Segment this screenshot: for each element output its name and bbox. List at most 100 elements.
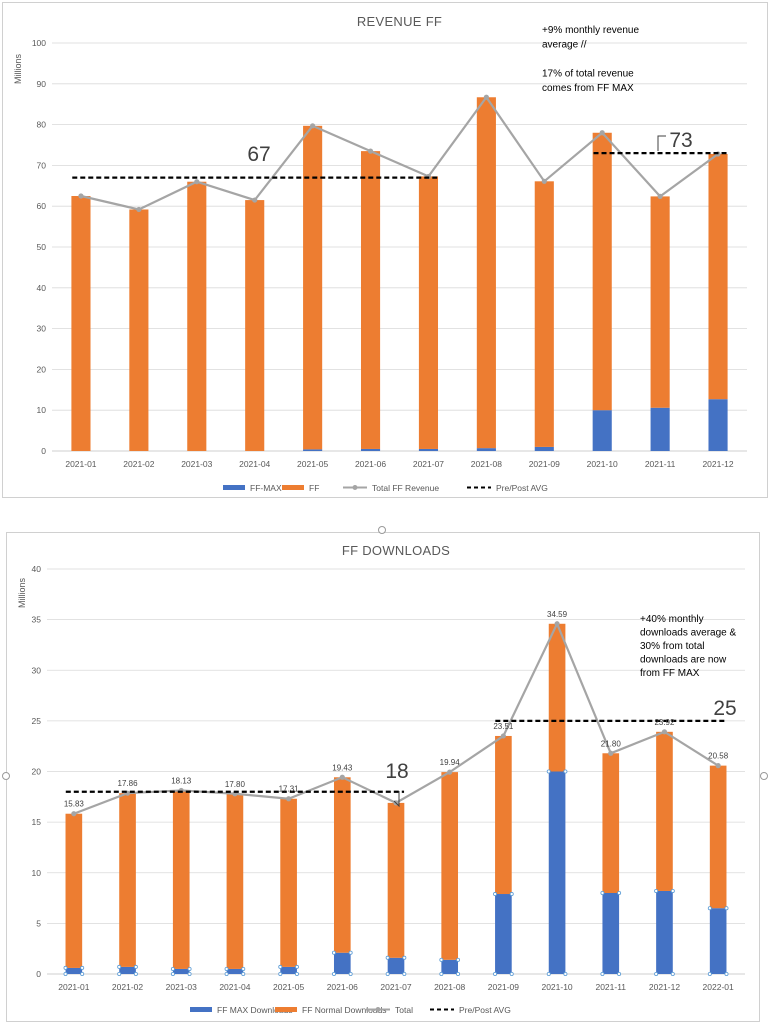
y-tick-label: 10 <box>37 405 47 415</box>
x-tick-label: 2021-08 <box>434 982 465 992</box>
total-point <box>500 733 506 739</box>
annotation-text: from FF MAX <box>640 668 700 679</box>
bar-ff-max-downloads <box>119 966 136 974</box>
data-label: 15.83 <box>64 800 85 809</box>
y-tick-label: 20 <box>37 364 47 374</box>
bar-marker <box>241 966 246 971</box>
annotation-text: +40% monthly <box>640 614 704 625</box>
panel-gap <box>0 498 769 530</box>
y-tick-label: 30 <box>37 324 47 334</box>
x-tick-label: 2021-10 <box>587 459 618 469</box>
selection-handle-top[interactable] <box>378 526 386 534</box>
x-tick-label: 2021-09 <box>488 982 519 992</box>
bar-ff-normal-downloads <box>441 772 459 960</box>
bar-ff-max <box>534 446 554 451</box>
total-point <box>194 179 200 185</box>
bar-marker <box>117 971 122 976</box>
bar-marker <box>331 971 336 976</box>
bar-marker <box>600 890 605 895</box>
total-point <box>447 769 453 775</box>
y-tick-label: 40 <box>32 564 42 574</box>
bar-ff-max <box>650 407 670 451</box>
legend-label: Total <box>395 1005 413 1015</box>
bar-ff <box>303 125 323 450</box>
downloads-chart-panel: FF DOWNLOADS Millions 0 5 10 15 20 25 30 35 40 2021… <box>6 532 760 1022</box>
bar-ff-normal-downloads <box>495 735 512 895</box>
annotation-text: comes from FF MAX <box>542 83 634 94</box>
bar-ff <box>708 153 728 400</box>
bar-marker <box>278 964 283 969</box>
total-point <box>715 763 721 769</box>
selection-handle-left[interactable] <box>2 772 10 780</box>
x-tick-label: 2021-10 <box>541 982 572 992</box>
x-tick-label: 2021-11 <box>645 459 676 469</box>
y-tick-label: 80 <box>37 120 47 130</box>
x-tick-label: 2021-12 <box>702 459 733 469</box>
bar-marker <box>170 971 175 976</box>
legend-swatch <box>375 1007 381 1012</box>
bar-ff-normal-downloads <box>172 790 190 969</box>
legend-label: FF <box>309 483 319 493</box>
bar-ff <box>418 176 439 449</box>
bar-marker <box>439 957 444 962</box>
bar-ff-normal-downloads <box>709 765 727 909</box>
bar-ff-max-downloads <box>226 968 244 974</box>
bar-marker <box>294 964 299 969</box>
x-tick-label: 2021-04 <box>239 459 270 469</box>
data-label: 17.80 <box>225 780 246 789</box>
legend-label: Pre/Post AVG <box>496 483 548 493</box>
bar-marker <box>348 950 353 955</box>
bar-ff-normal-downloads <box>226 793 244 969</box>
bar-ff <box>245 200 265 451</box>
bar-ff-max <box>418 448 439 451</box>
bar-marker <box>63 965 68 970</box>
bar-marker <box>385 955 390 960</box>
x-tick-label: 2021-04 <box>219 982 250 992</box>
bar-ff-normal-downloads <box>656 731 673 891</box>
x-tick-label: 2021-01 <box>58 982 89 992</box>
total-point <box>483 94 489 100</box>
bar-marker <box>509 892 514 897</box>
x-tick-label: 2021-01 <box>65 459 96 469</box>
bar-marker <box>294 971 299 976</box>
bar-marker <box>133 971 138 976</box>
avg-label: 73 <box>669 129 692 152</box>
x-tick-label: 2021-03 <box>181 459 212 469</box>
bar-marker <box>224 971 229 976</box>
x-tick-label: 2021-09 <box>529 459 560 469</box>
bar-ff-max-downloads <box>656 890 673 974</box>
x-tick-label: 2022-01 <box>703 982 734 992</box>
bar-ff-normal-downloads <box>548 623 566 772</box>
x-tick-label: 2021-06 <box>327 982 358 992</box>
bar-marker <box>617 890 622 895</box>
bar-ff-max-downloads <box>280 966 297 974</box>
y-tick-label: 60 <box>37 201 47 211</box>
bar-ff-normal-downloads <box>602 753 620 893</box>
bar-marker <box>80 971 85 976</box>
y-axis-title: Millions <box>17 578 27 609</box>
bar-ff <box>476 97 496 449</box>
bar-ff-max-downloads <box>709 908 727 974</box>
y-tick-label: 100 <box>32 38 46 48</box>
bar-ff <box>650 196 670 408</box>
bar-marker <box>654 888 659 893</box>
bar-ff <box>129 209 149 451</box>
bar-ff <box>534 181 554 447</box>
data-label: 23.51 <box>493 722 514 731</box>
bar-ff-normal-downloads <box>65 813 83 968</box>
data-label: 34.59 <box>547 610 568 619</box>
bar-marker <box>224 966 229 971</box>
total-point <box>657 193 663 200</box>
bar-ff-max <box>708 399 728 451</box>
bar-ff-max-downloads <box>172 968 190 974</box>
bar-marker <box>456 971 461 976</box>
bar-marker <box>331 950 336 955</box>
x-tick-label: 2021-03 <box>166 982 197 992</box>
annotation-text: downloads average & <box>640 628 737 639</box>
y-tick-label: 25 <box>32 716 42 726</box>
selection-handle-right[interactable] <box>760 772 768 780</box>
label-leader <box>657 135 666 151</box>
bar-marker <box>187 971 192 976</box>
total-point <box>599 130 605 136</box>
bar-marker <box>563 971 568 976</box>
